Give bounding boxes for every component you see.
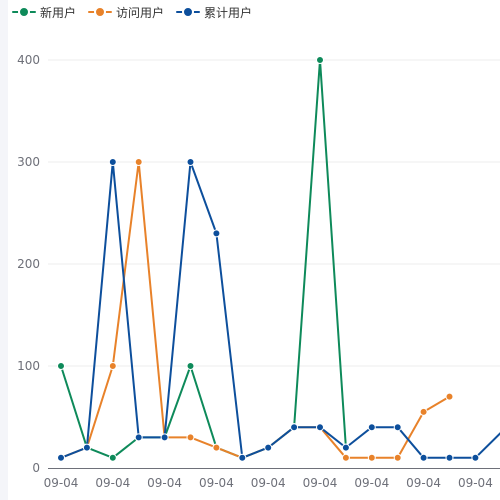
data-point[interactable] (419, 453, 428, 462)
data-point[interactable] (471, 453, 480, 462)
data-point[interactable] (57, 362, 65, 370)
data-point[interactable] (290, 423, 299, 432)
legend-swatch-visit-users (88, 6, 113, 18)
y-tick-label-0: 0 (32, 461, 40, 475)
data-point[interactable] (108, 362, 117, 370)
legend-dot-new-users (18, 6, 30, 18)
data-point[interactable] (57, 453, 65, 462)
y-tick-label-400: 400 (17, 53, 40, 67)
data-point[interactable] (264, 443, 273, 452)
x-tick-label: 09-04 (354, 476, 389, 490)
series-line-0 (60, 59, 347, 459)
data-point[interactable] (393, 453, 402, 462)
data-point[interactable] (419, 407, 428, 416)
data-point[interactable] (186, 433, 195, 442)
data-point[interactable] (134, 158, 143, 166)
x-tick-label: 09-04 (406, 476, 441, 490)
data-point[interactable] (341, 443, 350, 452)
series-line-1 (60, 161, 451, 459)
data-point[interactable] (212, 229, 221, 238)
data-point[interactable] (341, 453, 350, 462)
data-point[interactable] (108, 453, 117, 462)
data-point[interactable] (316, 423, 324, 432)
legend-item-visit-users[interactable]: 访问用户 (88, 4, 164, 21)
x-tick-label: 09-04 (458, 476, 493, 490)
legend-swatch-new-users (12, 6, 36, 18)
data-point[interactable] (82, 443, 91, 452)
x-tick-label: 09-04 (303, 476, 338, 490)
chart-legend: 新用户 访问用户 累计用户 (12, 2, 252, 22)
legend-label-total-users: 累计用户 (204, 5, 253, 20)
legend-item-new-users[interactable]: 新用户 (12, 4, 76, 21)
data-point[interactable] (186, 158, 195, 166)
data-point[interactable] (367, 423, 376, 432)
data-point[interactable] (160, 433, 169, 442)
legend-label-new-users: 新用户 (40, 5, 77, 20)
data-point[interactable] (445, 453, 454, 462)
x-tick-label: 09-04 (44, 476, 79, 490)
legend-label-visit-users: 访问用户 (116, 5, 165, 20)
legend-dot-total-users (182, 6, 195, 18)
y-tick-label-200: 200 (17, 257, 40, 271)
legend-swatch-total-users (176, 6, 201, 18)
data-point[interactable] (212, 443, 221, 452)
left-panel-strip (0, 0, 8, 500)
data-point[interactable] (316, 56, 324, 64)
x-tick-label: 09-04 (95, 476, 130, 490)
data-point[interactable] (108, 158, 117, 166)
series-line-2 (60, 161, 500, 459)
data-point[interactable] (393, 423, 402, 432)
data-point[interactable] (445, 392, 454, 401)
legend-dot-visit-users (94, 6, 107, 18)
data-point[interactable] (186, 362, 195, 370)
legend-item-total-users[interactable]: 累计用户 (176, 4, 252, 21)
y-tick-label-300: 300 (17, 155, 40, 169)
data-point[interactable] (238, 453, 247, 462)
data-point[interactable] (367, 453, 376, 462)
x-tick-label: 09-04 (251, 476, 286, 490)
x-tick-label: 09-04 (147, 476, 182, 490)
data-point[interactable] (134, 433, 143, 442)
y-tick-label-100: 100 (17, 359, 40, 373)
x-tick-label: 09-04 (199, 476, 234, 490)
series-2 (57, 158, 500, 462)
